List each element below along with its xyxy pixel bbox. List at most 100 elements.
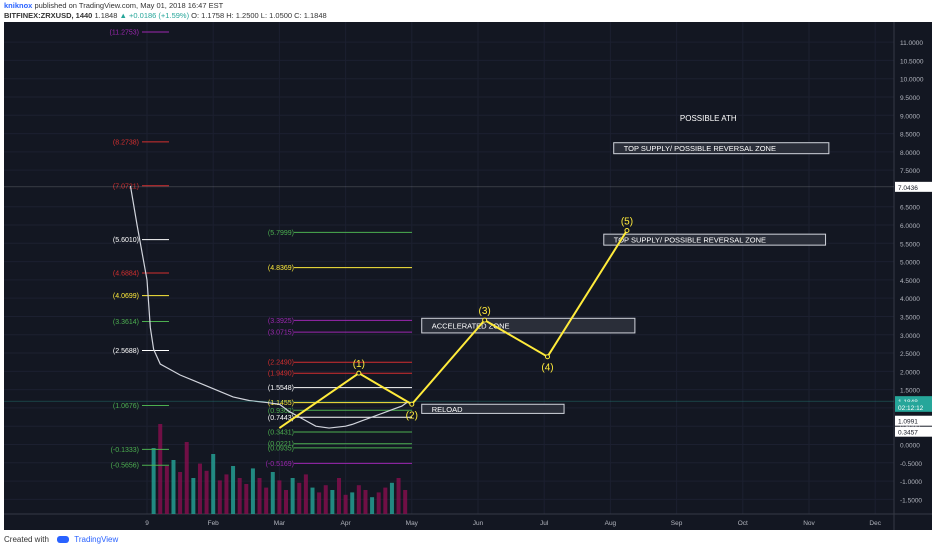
- price-tag-label: 7.0436: [898, 185, 918, 192]
- zone-label: TOP SUPPLY/ POSSIBLE REVERSAL ZONE: [624, 144, 776, 153]
- chart-area[interactable]: 11.0000 10.5000 10.0000 9.5000 9.0000 8.5000 8…: [4, 22, 932, 530]
- x-tick-label: 9: [145, 520, 149, 527]
- volume-bar: [244, 484, 249, 514]
- volume-bar: [343, 494, 348, 514]
- volume-bar: [178, 472, 183, 514]
- volume-bar: [323, 485, 328, 514]
- fib-label-left: (2.5688): [113, 348, 139, 355]
- volume-bar: [303, 474, 308, 514]
- zone-box: [613, 142, 830, 155]
- wave-label: (2): [406, 410, 418, 421]
- created-with-label: Created with: [4, 535, 49, 544]
- volume-bar: [191, 478, 196, 514]
- zone-box: [421, 317, 636, 334]
- volume-bar: [297, 482, 302, 514]
- price-tag-label: 1.0991: [898, 419, 918, 426]
- y-tick-label: 2.0000: [900, 369, 920, 376]
- author-name[interactable]: kniknox: [4, 1, 33, 10]
- y-tick-label: 4.5000: [900, 278, 920, 285]
- y-tick-label: 5.0000: [900, 260, 920, 267]
- symbol-label: BITFINEX:ZRXUSD, 1440: [4, 11, 93, 20]
- fib-label-mid: (3.0715): [268, 330, 294, 337]
- volume-bar: [204, 470, 209, 514]
- volume-bar: [310, 487, 315, 514]
- x-tick-label: Dec: [869, 520, 881, 527]
- volume-bar: [158, 424, 163, 514]
- volume-bar: [257, 478, 262, 514]
- y-tick-label: 3.5000: [900, 314, 920, 321]
- volume-bar: [151, 448, 156, 514]
- fib-label-mid: (2.2490): [268, 360, 294, 367]
- y-tick-label: 8.0000: [900, 150, 920, 157]
- y-axis-panel: [894, 22, 932, 530]
- y-tick-label: 7.5000: [900, 168, 920, 175]
- zone-box: [421, 403, 565, 414]
- volume-bar: [231, 466, 236, 514]
- x-tick-label: Nov: [803, 520, 815, 527]
- volume-bar: [350, 492, 355, 514]
- y-tick-label: 10.0000: [900, 77, 924, 84]
- x-tick-label: Sep: [671, 520, 683, 527]
- volume-bar: [264, 487, 269, 514]
- price-tag: [895, 415, 932, 426]
- wave-point: [545, 354, 551, 360]
- wave-label: (4): [541, 363, 553, 374]
- price-tag: [895, 181, 932, 192]
- fib-label-mid: (-0.5169): [266, 461, 294, 468]
- fib-label-left: (-0.5656): [111, 463, 139, 470]
- y-tick-label: 8.5000: [900, 132, 920, 139]
- price-tag-label: 0.3457: [898, 430, 918, 437]
- x-tick-label: Apr: [341, 520, 352, 527]
- price-tag-label: 02:12:12: [898, 405, 924, 412]
- fib-label-left: (5.6010): [113, 237, 139, 244]
- volume-bar: [290, 478, 295, 514]
- volume-bar: [171, 460, 176, 514]
- fib-label-mid: (3.3925): [268, 318, 294, 325]
- y-tick-label: 0.0000: [900, 442, 920, 449]
- x-tick-label: Jun: [473, 520, 484, 527]
- footer-bar: Created with TradingView: [0, 530, 932, 550]
- fib-label-mid: (1.9490): [268, 371, 294, 378]
- wave-label: (1): [353, 359, 365, 370]
- fib-label-left: (4.0699): [113, 293, 139, 300]
- volume-bar: [224, 474, 229, 514]
- zone-label: ACCELERATED ZONE: [432, 322, 510, 331]
- fib-label-left: (11.2753): [110, 30, 139, 37]
- fib-label-mid: (0.9362): [268, 408, 294, 415]
- y-tick-label: 10.5000: [900, 58, 924, 65]
- last-price: 1.1848: [94, 11, 118, 20]
- fib-label-left: (-0.1333): [111, 447, 139, 454]
- y-tick-label: 2.5000: [900, 351, 920, 358]
- volume-bar: [330, 490, 335, 514]
- fib-label-mid: (1.1455): [268, 400, 294, 407]
- fib-label-mid: (1.5548): [268, 385, 294, 392]
- price-tag: [895, 426, 932, 437]
- wave-point: [356, 370, 362, 376]
- volume-bar: [370, 497, 375, 514]
- x-tick-label: Aug: [605, 520, 617, 527]
- x-tick-label: May: [406, 520, 419, 527]
- y-tick-label: 5.5000: [900, 241, 920, 248]
- chart-svg[interactable]: 11.0000 10.5000 10.0000 9.5000 9.0000 8.5000 8…: [4, 22, 932, 530]
- fib-label-mid: (5.7999): [268, 230, 294, 237]
- fib-label-left: (1.0676): [113, 403, 139, 410]
- volume-bar: [277, 480, 282, 514]
- y-tick-label: 6.0000: [900, 223, 920, 230]
- x-tick-label: Jul: [540, 520, 549, 527]
- price-line: [129, 185, 409, 429]
- wave-point: [409, 401, 415, 407]
- up-arrow-icon: ▲: [119, 11, 127, 20]
- tradingview-link[interactable]: TradingView: [74, 535, 119, 544]
- volume-bar: [197, 463, 202, 514]
- y-tick-label: -0.5000: [900, 461, 922, 468]
- volume-bar: [336, 478, 341, 514]
- wave-point: [624, 228, 630, 234]
- zone-label: TOP SUPPLY/ POSSIBLE REVERSAL ZONE: [614, 236, 766, 245]
- volume-bar: [317, 492, 322, 514]
- zone-box: [603, 233, 827, 246]
- x-tick-label: Feb: [208, 520, 220, 527]
- fib-label-mid: (0.3431): [268, 429, 294, 436]
- x-tick-label: Mar: [274, 520, 286, 527]
- price-tag: [895, 396, 932, 407]
- tradingview-logo-icon: [57, 536, 70, 544]
